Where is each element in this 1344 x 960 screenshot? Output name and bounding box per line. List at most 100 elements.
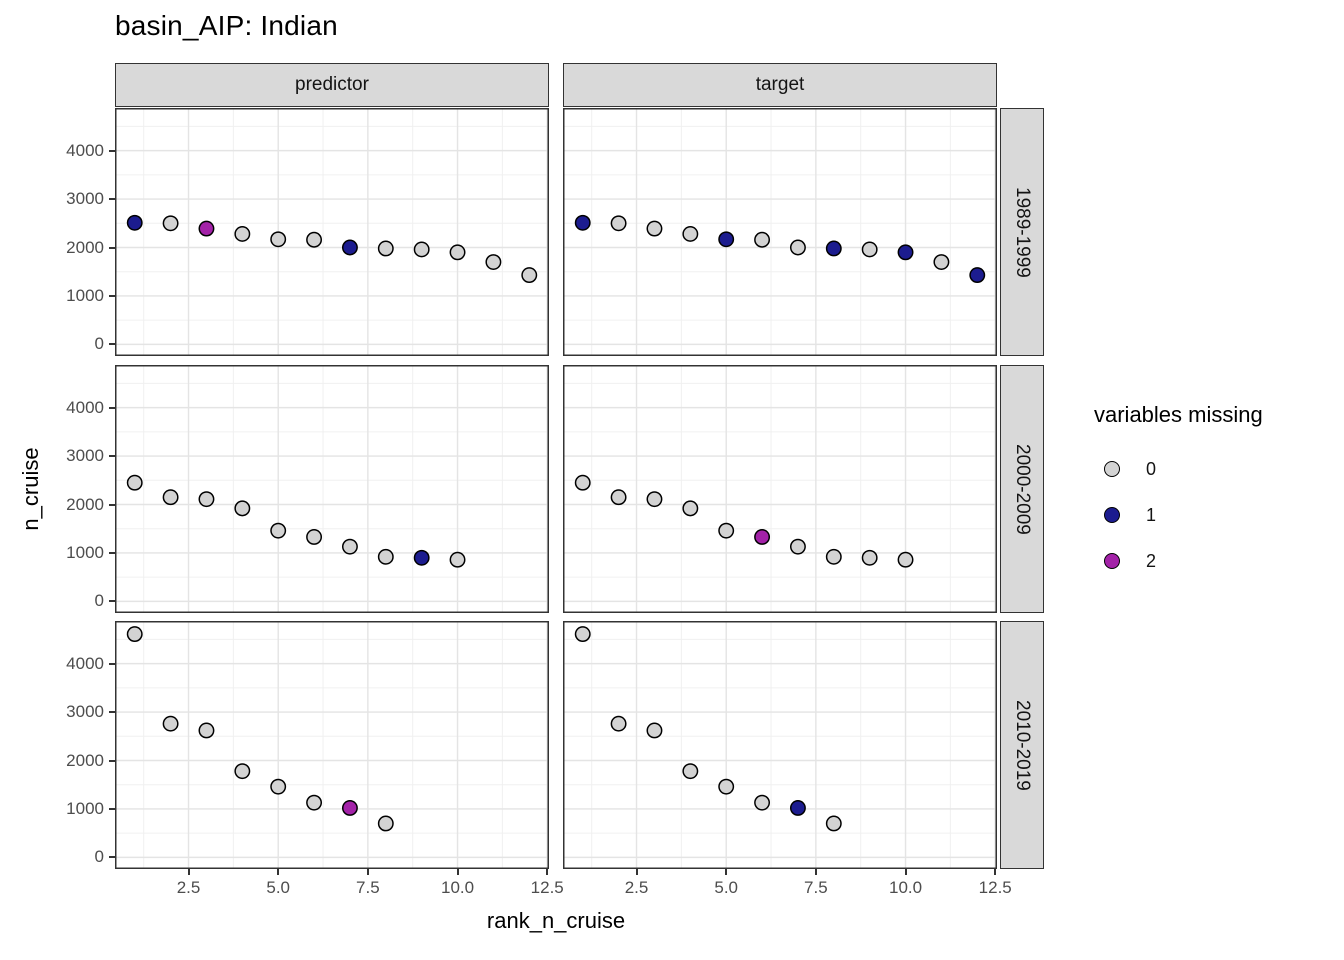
x-tick-mark [546, 869, 549, 875]
facet-column-strip-predictor: predictor [115, 63, 549, 107]
legend-item-label: 2 [1146, 550, 1157, 571]
data-point [861, 549, 878, 566]
data-point [646, 722, 663, 739]
x-tick-label: 10.0 [888, 878, 923, 897]
facet-panel-predictor-1989-1999 [115, 108, 549, 356]
data-point [270, 522, 287, 539]
data-point [610, 215, 627, 232]
y-tick-mark [109, 455, 115, 458]
plot-title: basin_AIP: Indian [115, 10, 338, 41]
data-point [270, 778, 287, 795]
data-point [198, 220, 215, 237]
y-tick-mark [109, 711, 115, 714]
legend-item-label: 0 [1146, 458, 1157, 479]
data-point [234, 225, 251, 242]
data-point [754, 231, 771, 248]
legend: variables missing 0 1 2 [1094, 402, 1263, 584]
data-point [789, 239, 806, 256]
facet-column-strip-label: predictor [295, 74, 369, 95]
data-point [162, 489, 179, 506]
y-tick-mark [109, 503, 115, 506]
x-axis-title: rank_n_cruise [486, 908, 626, 933]
facet-panel-target-2000-2009 [563, 365, 997, 613]
data-point [126, 474, 143, 491]
legend-key-circle [1104, 553, 1120, 569]
x-tick-label: 5.0 [266, 878, 290, 897]
y-tick-label: 3000 [66, 446, 104, 466]
legend-item: 0 [1094, 446, 1263, 492]
x-tick-label: 10.0 [440, 878, 475, 897]
x-tick-label: 2.5 [176, 878, 201, 897]
data-point [574, 626, 591, 643]
data-point [126, 214, 143, 231]
x-tick-label: 7.5 [804, 878, 828, 897]
data-point [270, 231, 287, 248]
legend-key-circle [1104, 461, 1120, 477]
facet-row-strip-label: 1989-1999 [1012, 186, 1033, 278]
data-point [682, 500, 699, 517]
x-tick-label: 2.5 [624, 878, 649, 897]
data-point [610, 715, 627, 732]
data-point [646, 491, 663, 508]
legend-key-circle [1104, 507, 1120, 523]
x-tick-mark [725, 869, 728, 875]
y-tick-mark [109, 198, 115, 201]
facet-panel-predictor-2000-2009 [115, 365, 549, 613]
data-point [610, 489, 627, 506]
legend-item-label: 1 [1146, 504, 1157, 525]
y-tick-label: 1000 [66, 798, 104, 818]
y-tick-mark [109, 759, 115, 762]
facet-row-strip-2000-2009: 2000-2009 [1000, 365, 1044, 613]
data-point [306, 529, 323, 545]
data-point [897, 244, 914, 261]
x-tick-mark [456, 869, 459, 875]
data-point [198, 722, 215, 739]
facet-panel-predictor-2010-2019 [115, 621, 549, 869]
y-tick-label: 0 [94, 334, 104, 354]
data-point [341, 538, 358, 555]
x-tick-mark [187, 869, 190, 875]
facet-panel-target-1989-1999 [563, 108, 997, 356]
data-point [789, 800, 806, 816]
facet-row-strip-label: 2010-2019 [1012, 699, 1033, 791]
data-point [341, 239, 358, 256]
y-tick-mark [109, 600, 115, 603]
data-point [162, 715, 179, 732]
y-tick-label: 4000 [66, 397, 104, 417]
data-point [825, 548, 842, 565]
y-tick-label: 0 [94, 847, 104, 867]
facet-column-strip-label: target [755, 74, 805, 95]
data-point [825, 240, 842, 257]
y-tick-label: 2000 [66, 750, 104, 770]
facet-row-strip-1989-1999: 1989-1999 [1000, 108, 1044, 356]
data-point [126, 626, 143, 643]
data-point [646, 220, 663, 237]
y-tick-mark [109, 856, 115, 859]
y-tick-label: 2000 [66, 237, 104, 257]
data-point [234, 763, 251, 780]
panel-plot-area [115, 621, 549, 869]
x-tick-mark [814, 869, 817, 875]
data-point [574, 214, 591, 231]
data-point [825, 815, 842, 832]
facet-column-strip-target: target [563, 63, 997, 107]
y-tick-label: 0 [94, 591, 104, 611]
data-point [234, 500, 251, 517]
x-tick-mark [635, 869, 638, 875]
y-tick-label: 1000 [66, 285, 104, 305]
data-point [754, 529, 771, 545]
data-point [306, 794, 323, 811]
x-tick-mark [904, 869, 907, 875]
data-point [413, 549, 430, 566]
x-tick-label: 5.0 [714, 878, 738, 897]
data-point [377, 240, 394, 257]
y-tick-mark [109, 662, 115, 665]
y-tick-mark [109, 343, 115, 346]
data-point [897, 551, 914, 568]
y-tick-mark [109, 149, 115, 152]
data-point [574, 474, 591, 491]
legend-item: 1 [1094, 492, 1263, 538]
data-point [969, 267, 986, 284]
y-tick-label: 1000 [66, 542, 104, 562]
